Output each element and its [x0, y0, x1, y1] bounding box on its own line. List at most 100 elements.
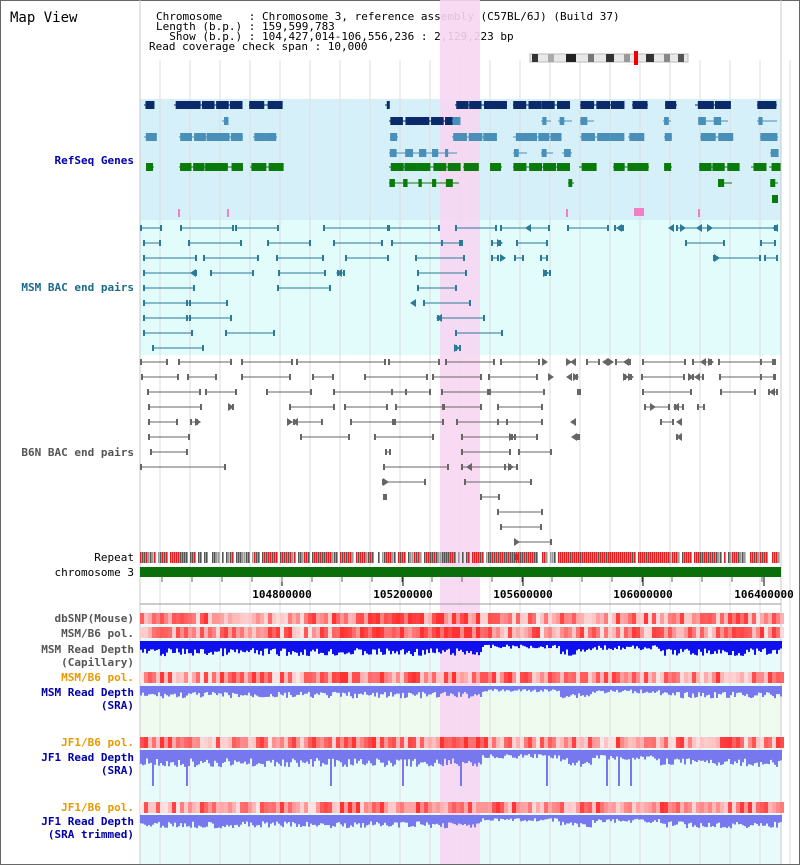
heat-cell	[708, 627, 712, 638]
depth-bar	[168, 750, 170, 767]
jf1-b6-pol-label[interactable]: JF1/B6 pol.	[61, 736, 134, 749]
depth-bar	[458, 750, 460, 766]
bac-end	[387, 255, 389, 261]
depth-bar	[572, 750, 574, 763]
depth-bar	[626, 641, 628, 647]
heat-cell	[680, 613, 684, 624]
heat-cell	[416, 613, 420, 624]
gene-exon	[665, 101, 677, 109]
gene-exon	[403, 179, 408, 187]
depth-bar	[430, 641, 432, 649]
repeat-block	[356, 552, 358, 563]
msm-read-depth-sra-sub: (SRA)	[100, 699, 134, 712]
depth-bar	[446, 815, 448, 828]
chromosome-ideogram	[529, 51, 689, 65]
depth-bar	[670, 641, 672, 650]
depth-bar	[296, 815, 298, 827]
repeat-block	[402, 552, 404, 563]
gene-marker	[634, 208, 644, 216]
depth-bar	[266, 815, 268, 823]
bac-end	[546, 240, 548, 246]
depth-bar	[578, 641, 580, 649]
heat-cell	[496, 802, 500, 813]
depth-bar	[306, 641, 308, 656]
jf1-read-depth-trim-label[interactable]: JF1 Read Depth	[41, 815, 134, 828]
depth-bar	[634, 815, 636, 820]
msm-b6-pol-label[interactable]: MSM/B6 pol.	[61, 627, 134, 640]
bac-end-marker	[616, 224, 622, 232]
repeat-block	[454, 552, 456, 563]
depth-bar	[260, 641, 262, 651]
depth-bar	[598, 815, 600, 820]
msm-read-depth-sra-label[interactable]: MSM Read Depth	[41, 686, 134, 699]
heat-cell	[308, 613, 312, 624]
bac-end-marker	[668, 224, 674, 232]
heat-cell	[404, 802, 408, 813]
heat-cell	[172, 802, 176, 813]
b6n-bac-label[interactable]: B6N BAC end pairs	[21, 446, 134, 459]
heat-cell	[632, 802, 636, 813]
heat-cell	[500, 672, 504, 683]
depth-bar	[608, 641, 610, 649]
gene-exon	[772, 195, 778, 203]
depth-bar	[574, 815, 576, 823]
depth-bar	[734, 686, 736, 697]
msm-b6-pol-sra-label[interactable]: MSM/B6 pol.	[61, 671, 134, 684]
heat-cell	[752, 627, 756, 638]
heat-cell	[576, 737, 580, 748]
heat-cell	[292, 613, 296, 624]
depth-bar	[172, 815, 174, 827]
heat-cell	[360, 627, 364, 638]
msm-bac-label[interactable]: MSM BAC end pairs	[21, 281, 134, 294]
depth-bar	[332, 815, 334, 827]
depth-bar	[424, 686, 426, 694]
heat-cell	[208, 613, 212, 624]
depth-bar	[540, 686, 542, 691]
bac-end	[232, 225, 234, 231]
depth-bar	[520, 641, 522, 645]
repeat-block	[614, 552, 616, 563]
jf1-read-depth-sra-label[interactable]: JF1 Read Depth	[41, 751, 134, 764]
heat-cell	[256, 672, 260, 683]
bac-end	[541, 419, 543, 425]
depth-bar	[192, 641, 194, 656]
heat-cell	[484, 737, 488, 748]
depth-bar	[370, 686, 372, 695]
depth-bar	[714, 750, 716, 764]
bac-end	[501, 330, 503, 336]
heat-cell	[540, 613, 544, 624]
depth-bar	[202, 750, 204, 763]
depth-bar	[670, 815, 672, 822]
refseq-genes-label[interactable]: RefSeq Genes	[54, 154, 134, 167]
repeat-block	[720, 552, 722, 563]
bac-end-marker	[190, 269, 196, 277]
bac-end	[480, 404, 482, 410]
bac-end	[497, 419, 499, 425]
gene-marker	[698, 209, 700, 217]
jf1-b6-pol-trim-label[interactable]: JF1/B6 pol.	[61, 801, 134, 814]
depth-bar	[504, 641, 506, 647]
bac-end	[697, 404, 699, 410]
depth-bar	[676, 750, 678, 759]
heat-cell	[592, 613, 596, 624]
heat-cell	[756, 737, 760, 748]
depth-bar	[206, 641, 208, 655]
depth-bar	[186, 686, 188, 696]
depth-bar	[336, 815, 338, 823]
depth-bar	[146, 686, 148, 696]
depth-bar	[342, 641, 344, 653]
depth-bar	[400, 815, 402, 823]
msm-read-depth-cap-label[interactable]: MSM Read Depth	[41, 643, 134, 656]
depth-bar	[344, 750, 346, 765]
repeat-block	[152, 552, 154, 563]
dbsnp-label[interactable]: dbSNP(Mouse)	[54, 612, 134, 625]
heat-cell	[356, 627, 360, 638]
bac-end	[381, 240, 383, 246]
depth-bar	[244, 686, 246, 695]
bac-end	[143, 285, 145, 291]
heat-cell	[448, 613, 452, 624]
depth-bar	[650, 750, 652, 756]
depth-bar	[638, 815, 640, 820]
heat-cell	[552, 802, 556, 813]
